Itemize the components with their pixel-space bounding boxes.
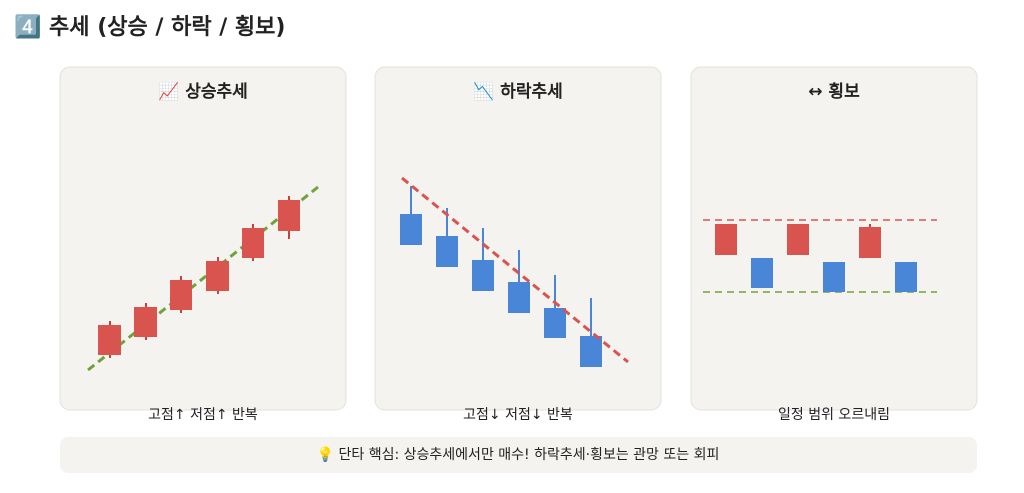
sideways-illustration — [703, 219, 937, 293]
downtrend-illustration — [400, 176, 629, 367]
panel — [690, 66, 978, 411]
panel-caption: 고점↓ 저점↓ 반복 — [463, 407, 573, 423]
panel — [59, 66, 347, 411]
page-title: 4️⃣ 추세 (상승 / 하락 / 횡보) — [14, 14, 285, 40]
footer-note: 💡 단타 핵심: 상승추세에서만 매수! 하락추세·횡보는 관망 또는 회피 — [317, 446, 720, 463]
footer-box — [60, 437, 977, 473]
panel-title: 📈 상승추세 — [158, 81, 248, 102]
uptrend-illustration — [87, 185, 319, 372]
panel-caption: 고점↑ 저점↑ 반복 — [148, 407, 258, 423]
panel — [374, 66, 662, 411]
panel-caption: 일정 범위 오르내림 — [778, 407, 890, 423]
panel-title: 📉 하락추세 — [473, 81, 563, 102]
panel-title: ↔ 횡보 — [808, 82, 860, 102]
